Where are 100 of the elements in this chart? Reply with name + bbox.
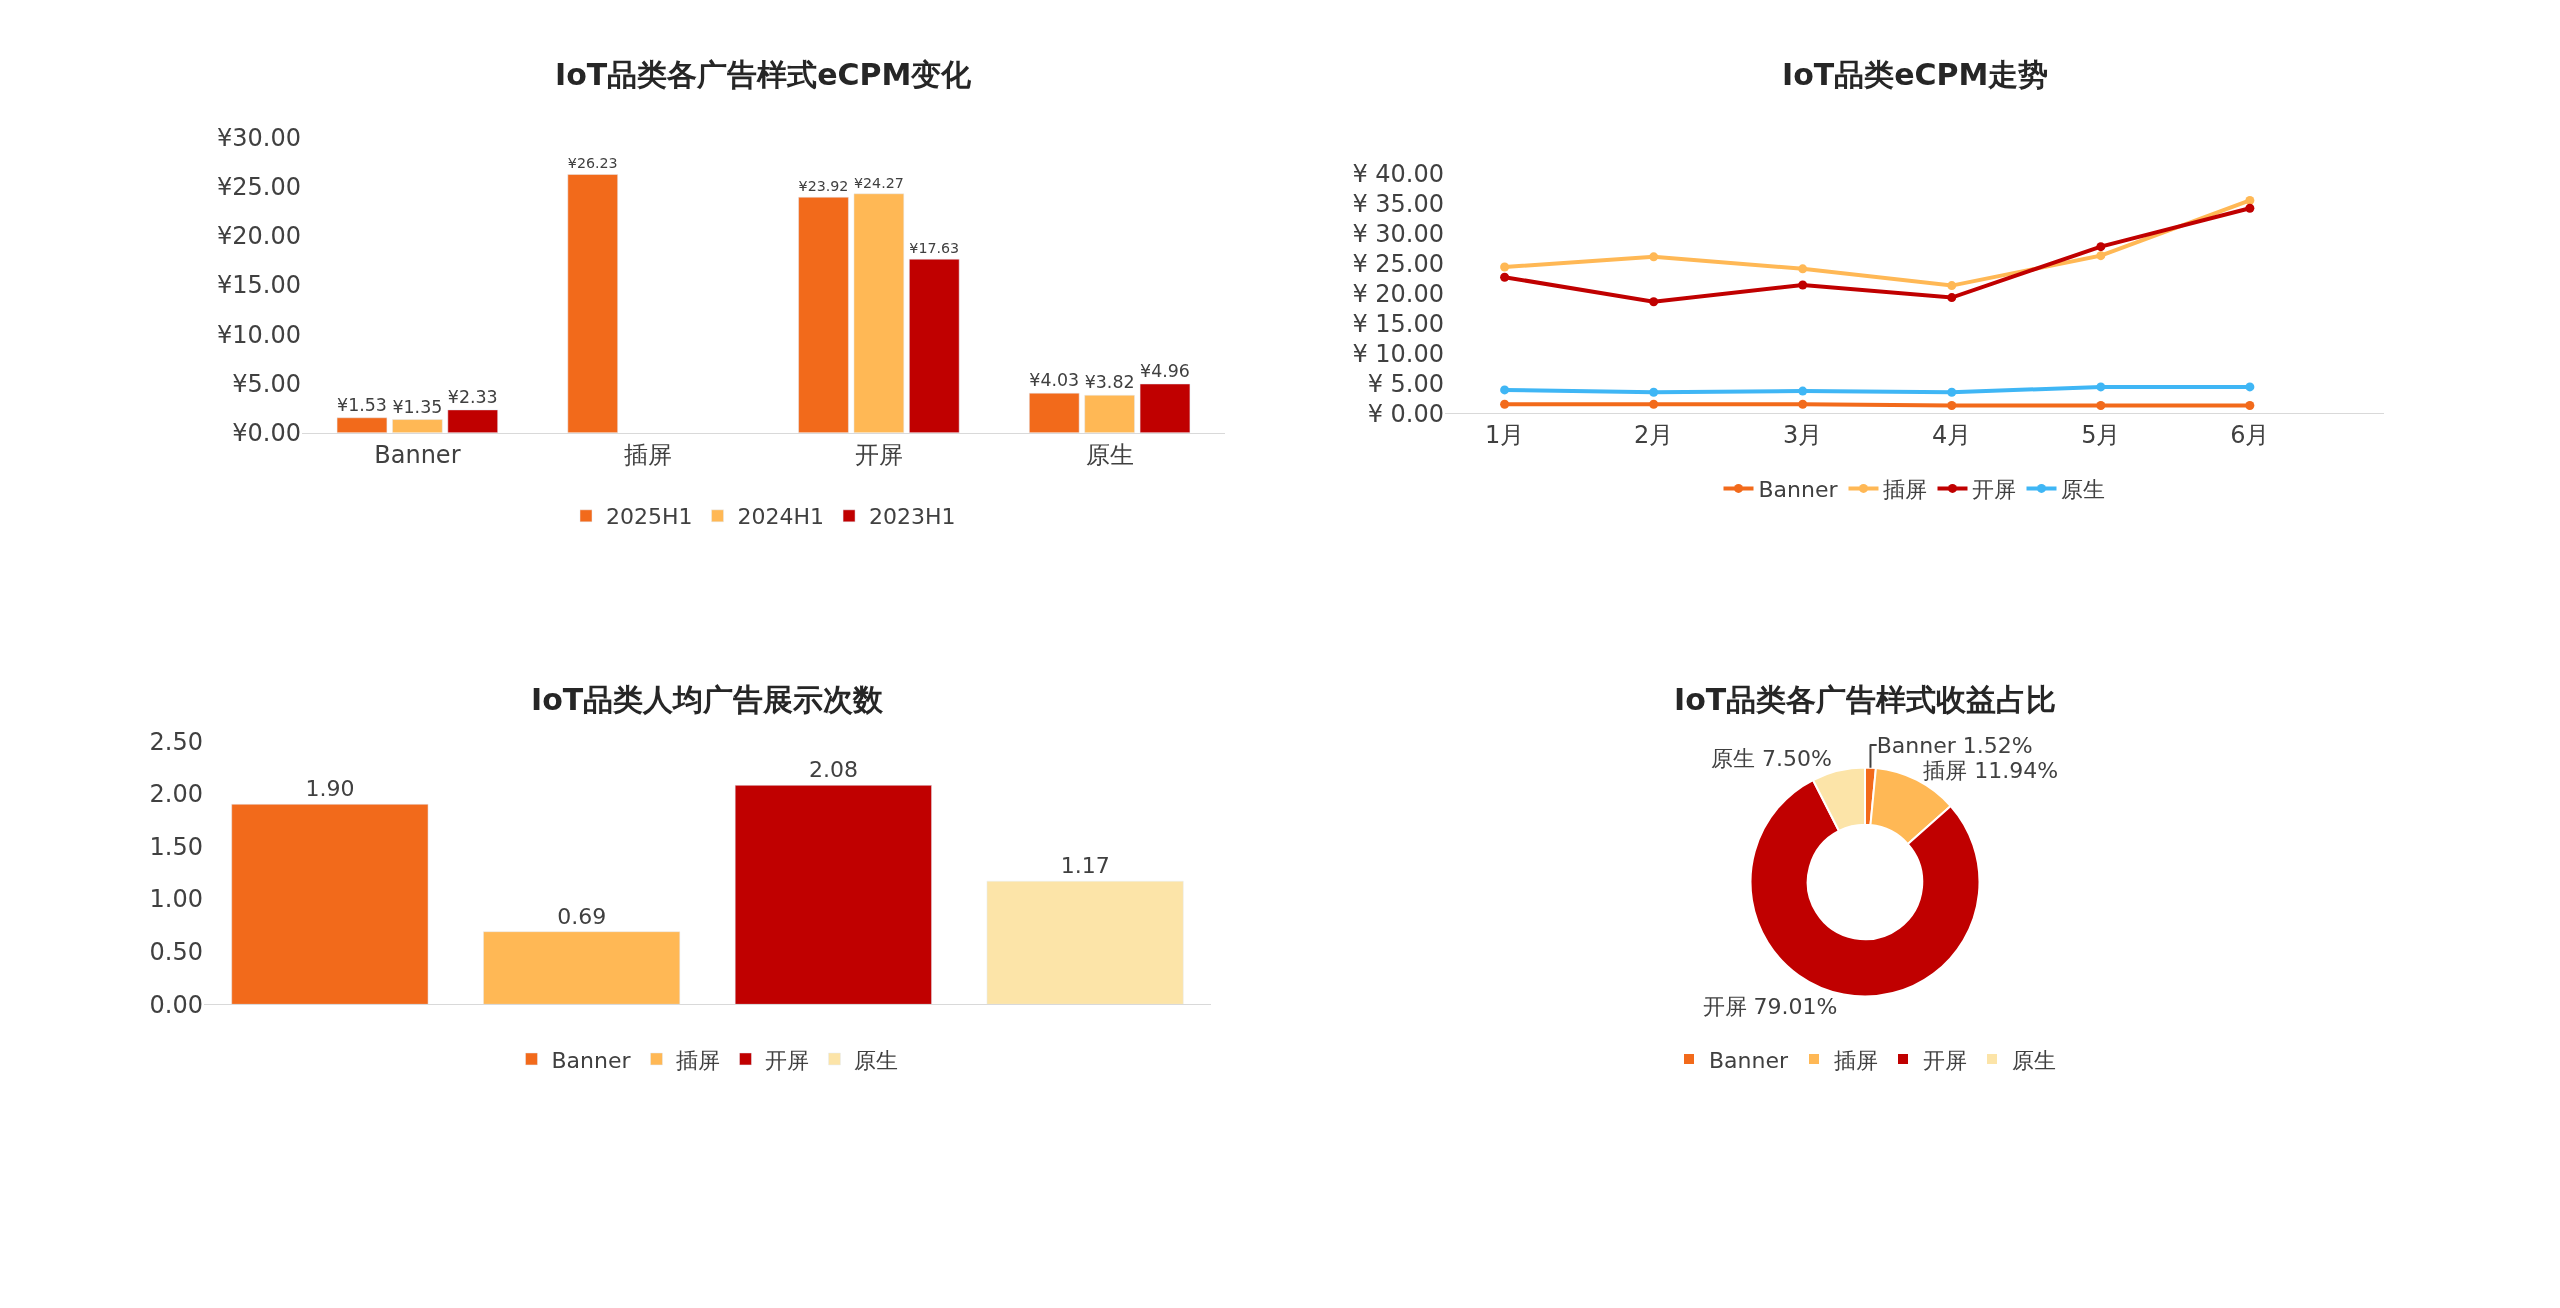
x-tick-label: 5月 (2081, 421, 2121, 450)
point (1500, 399, 1510, 409)
chart-title: IoT品类eCPM走势 (1782, 57, 2049, 92)
point (1947, 293, 1957, 303)
bar (1139, 383, 1191, 433)
data-label: ¥17.63 (909, 239, 960, 256)
legend-label: Banner (551, 1047, 632, 1073)
data-label: ¥4.96 (1140, 361, 1190, 382)
point (1947, 281, 1957, 291)
legend-label: 插屏 (1883, 477, 1928, 502)
point (1798, 386, 1808, 396)
bar (567, 174, 618, 433)
y-tick-label: ¥25.00 (217, 172, 301, 201)
bar (336, 417, 388, 433)
y-tick-label: 0.00 (149, 990, 203, 1019)
category-label: 原生 7.50% (1711, 746, 1833, 772)
y-tick-label: ¥ 40.00 (1352, 159, 1444, 188)
legend-label: 2024H1 (737, 504, 825, 530)
point (2096, 242, 2106, 252)
point (2245, 195, 2255, 205)
y-tick-label: ¥ 25.00 (1352, 249, 1444, 278)
x-tick-label: Banner (374, 440, 461, 469)
data-label: ¥2.33 (447, 386, 498, 407)
legend-label: 2025H1 (606, 504, 693, 530)
bar (447, 409, 498, 433)
category-label: 开屏 79.01% (1702, 994, 1838, 1020)
data-label: ¥1.35 (392, 396, 443, 417)
legend-label: Banner (1758, 477, 1839, 502)
chart-title: IoT品类各广告样式收益占比 (1674, 682, 2057, 717)
y-tick-label: ¥ 20.00 (1352, 279, 1444, 308)
x-tick-label: 6月 (2230, 421, 2270, 450)
legend-label: 插屏 (1834, 1047, 1878, 1073)
point (2096, 400, 2106, 410)
point (1500, 272, 1510, 282)
y-tick-label: 1.50 (149, 832, 203, 861)
y-tick-label: ¥ 30.00 (1352, 219, 1444, 248)
category-label: Banner 1.52% (1876, 732, 2033, 758)
bar (853, 193, 905, 433)
x-tick-label: 2月 (1634, 421, 1674, 450)
data-label: 1.90 (305, 776, 355, 802)
category-label: 插屏 11.94% (1923, 757, 2059, 783)
x-tick-label: 插屏 (624, 440, 673, 469)
data-label: ¥4.03 (1029, 370, 1080, 391)
y-tick-label: 0.50 (149, 938, 203, 967)
y-tick-label: 2.50 (149, 727, 203, 756)
legend-label: 原生 (2061, 477, 2106, 502)
y-tick-label: ¥0.00 (232, 419, 301, 448)
point (2096, 251, 2106, 261)
point (1798, 399, 1808, 409)
y-tick-label: ¥30.00 (217, 123, 301, 152)
data-label: 2.08 (808, 757, 858, 783)
bar (798, 196, 849, 433)
legend-label: 原生 (854, 1047, 899, 1073)
data-label: 0.69 (557, 903, 607, 929)
y-tick-label: 1.00 (149, 885, 203, 914)
data-label: ¥23.92 (798, 177, 849, 194)
bar (909, 258, 960, 433)
y-tick-label: ¥10.00 (217, 320, 301, 349)
point (1500, 385, 1510, 395)
chart-title: IoT品类人均广告展示次数 (531, 682, 885, 717)
y-tick-label: ¥5.00 (232, 369, 301, 398)
legend-label: 原生 (2012, 1047, 2056, 1073)
y-tick-label: ¥ 10.00 (1352, 339, 1444, 368)
data-label: ¥26.23 (567, 155, 618, 172)
point (2096, 382, 2106, 392)
bar (1029, 392, 1080, 433)
y-tick-label: ¥ 15.00 (1352, 309, 1444, 338)
point (1649, 399, 1659, 409)
point (2245, 400, 2255, 410)
y-tick-label: ¥ 0.00 (1367, 399, 1444, 428)
x-tick-label: 4月 (1932, 421, 1972, 450)
point (1947, 387, 1957, 397)
chart-title: IoT品类各广告样式eCPM变化 (555, 57, 973, 92)
legend-label: 开屏 (1923, 1047, 1967, 1073)
point (1649, 387, 1659, 397)
y-tick-label: ¥20.00 (217, 222, 301, 251)
data-label: 1.17 (1060, 853, 1110, 879)
bar (392, 419, 443, 433)
point (2245, 382, 2255, 392)
legend-label: 插屏 (676, 1047, 721, 1073)
point (2245, 203, 2255, 213)
legend-label: 开屏 (1972, 477, 2017, 502)
point (1947, 400, 1957, 410)
y-tick-label: 2.00 (149, 780, 203, 809)
legend-label: 2023H1 (869, 504, 956, 530)
bar (1084, 394, 1135, 433)
y-tick-label: ¥ 35.00 (1352, 189, 1444, 218)
x-tick-label: 开屏 (854, 440, 903, 469)
y-tick-label: ¥ 5.00 (1367, 369, 1444, 398)
legend-label: Banner (1709, 1047, 1789, 1073)
legend-label: 开屏 (765, 1047, 810, 1073)
point (1798, 280, 1808, 290)
point (1798, 264, 1808, 274)
data-label: ¥1.53 (337, 394, 387, 415)
point (1649, 297, 1659, 307)
x-tick-label: 1月 (1484, 421, 1525, 450)
point (1649, 252, 1659, 262)
data-label: ¥24.27 (853, 174, 904, 191)
data-label: ¥3.82 (1084, 372, 1135, 393)
point (1500, 262, 1510, 272)
